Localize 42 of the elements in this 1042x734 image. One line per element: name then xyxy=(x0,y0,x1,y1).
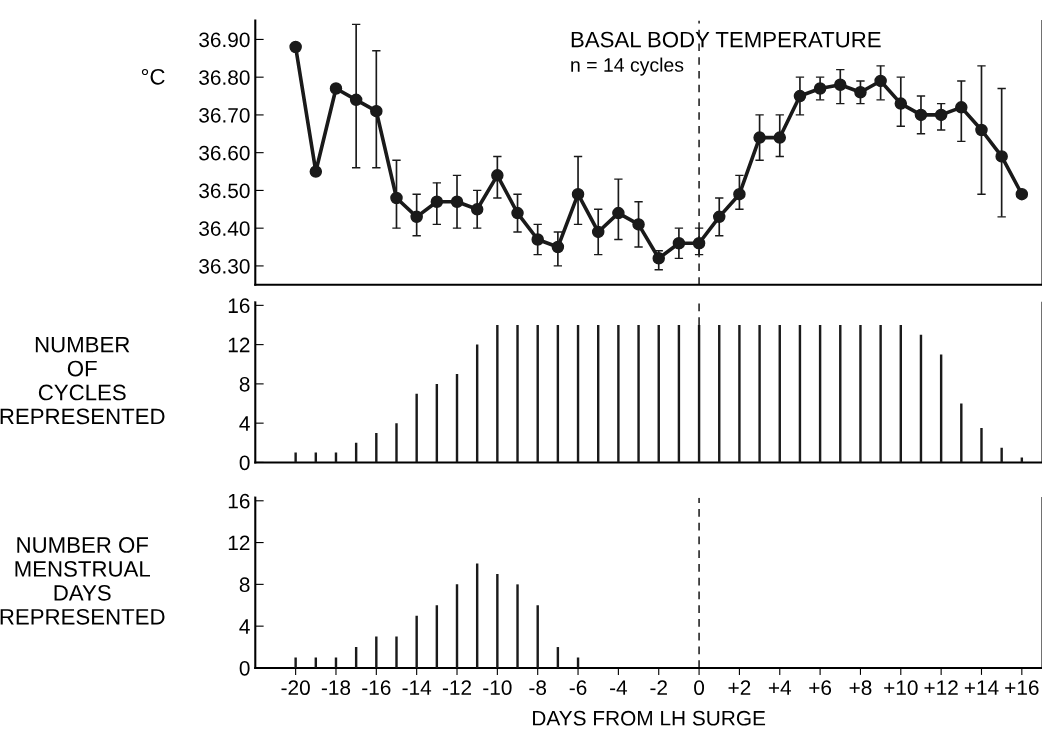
y-tick-label: 12 xyxy=(228,337,250,353)
x-tick-label: +2 xyxy=(728,680,751,695)
y-tick-label: 36.70 xyxy=(199,107,250,123)
x-tick-label: +10 xyxy=(884,680,918,696)
y-tick-label: 36.60 xyxy=(199,145,250,161)
y-tick-label: 36.40 xyxy=(199,221,250,236)
y-tick-label: 36.90 xyxy=(199,32,250,48)
x-tick-label: +6 xyxy=(809,680,832,696)
x-tick-label: -12 xyxy=(442,680,472,695)
y-tick-label: 0 xyxy=(239,660,250,676)
y-tick-label: 0 xyxy=(239,455,250,471)
y-tick-label: 16 xyxy=(228,298,250,314)
y-tick-label: 36.80 xyxy=(199,70,250,85)
x-tick-label: +4 xyxy=(768,680,792,695)
y-axis-title: °C xyxy=(141,68,165,85)
y-tick-label: 4 xyxy=(239,416,250,431)
y-tick-label: 36.30 xyxy=(199,258,250,274)
x-axis-title: DAYS FROM LH SURGE xyxy=(533,710,766,726)
y-tick-label: 36.50 xyxy=(199,183,250,199)
y-axis-title: NUMBER OF CYCLES REPRESENTED xyxy=(0,336,165,425)
annotation: n = 14 cycles xyxy=(571,57,684,76)
x-tick-label: 0 xyxy=(694,680,705,696)
y-tick-label: 8 xyxy=(239,376,250,392)
x-tick-label: +12 xyxy=(924,680,958,695)
x-tick-label: -10 xyxy=(483,680,512,696)
x-tick-label: +16 xyxy=(1005,680,1039,696)
x-tick-label: -8 xyxy=(529,680,547,696)
x-tick-label: -6 xyxy=(569,680,587,696)
x-tick-label: +8 xyxy=(849,680,872,696)
y-tick-label: 8 xyxy=(239,577,250,593)
x-tick-label: -20 xyxy=(281,680,310,696)
x-tick-label: -4 xyxy=(610,680,628,695)
y-tick-label: 16 xyxy=(228,493,250,509)
chart-title: BASAL BODY TEMPERATURE xyxy=(571,31,881,48)
x-tick-label: -14 xyxy=(402,680,432,695)
x-tick-label: +14 xyxy=(964,680,999,695)
y-tick-label: 12 xyxy=(228,535,250,551)
x-tick-label: -18 xyxy=(321,680,351,696)
x-tick-label: -16 xyxy=(362,680,391,696)
x-tick-label: -2 xyxy=(650,680,667,695)
y-tick-label: 4 xyxy=(239,619,250,634)
y-axis-title: NUMBER OF MENSTRUAL DAYS REPRESENTED xyxy=(0,537,165,625)
